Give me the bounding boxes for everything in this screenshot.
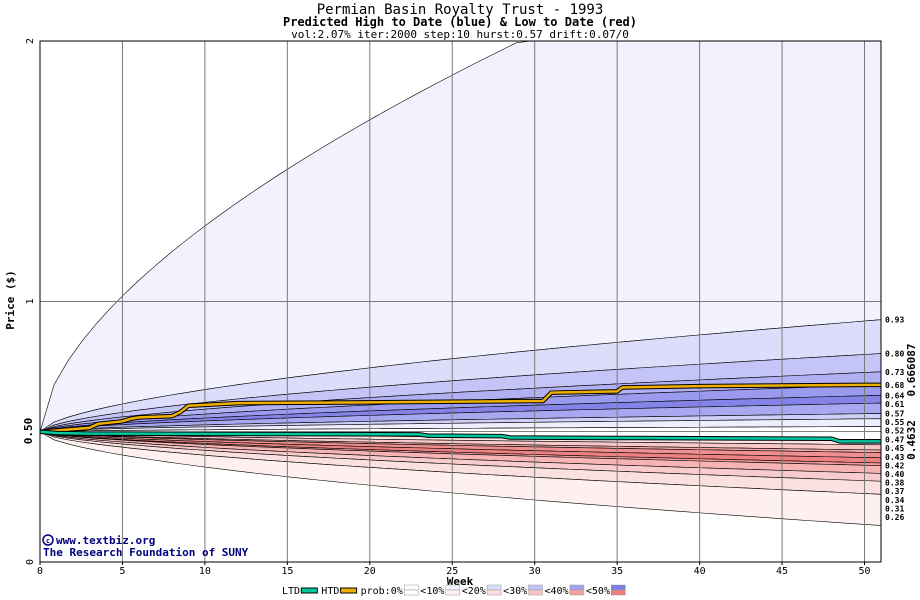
right-value-label: 0.38 [885, 479, 904, 488]
right-value-label: 0.93 [885, 316, 904, 325]
legend-swatch [445, 584, 460, 591]
copyright-icon-c: c [46, 537, 50, 545]
right-value-label: 0.40 [885, 470, 904, 479]
y-tick-label: 1 [25, 298, 36, 304]
legend-label: <50% [586, 586, 610, 597]
x-tick-label: 45 [776, 566, 788, 577]
right-value-label: 0.42 [885, 461, 904, 470]
ltd-current-label: 0.4632 [905, 420, 918, 460]
right-value-label: 0.64 [885, 391, 904, 400]
legend-swatch [445, 589, 460, 596]
x-axis-ticks: 0 5 10 15 20 25 30 35 40 45 50 [37, 562, 871, 577]
start-price-label: 0.50 [22, 418, 35, 445]
right-value-label: 0.61 [885, 400, 904, 409]
right-value-label: 0.52 [885, 427, 904, 436]
chart-title: Permian Basin Royalty Trust - 1993 [317, 2, 604, 18]
right-value-label: 0.34 [885, 496, 904, 505]
legend-label: HTD [321, 586, 339, 597]
htd-current-label: 0.666087 [905, 344, 918, 397]
legend: LTD HTD prob:0% <10% <20% <30% <40% <50% [282, 584, 626, 597]
x-tick-label: 10 [199, 566, 211, 577]
legend-swatch [611, 584, 626, 591]
chart-subtitle: Predicted High to Date (blue) & Low to D… [283, 15, 637, 29]
x-tick-label: 35 [611, 566, 623, 577]
legend-swatch [528, 589, 543, 596]
right-value-label: 0.47 [885, 436, 904, 445]
right-value-labels: 0.93 0.80 0.73 0.680.640.610.570.550.520.47… [885, 316, 904, 522]
htd-line [39, 383, 881, 433]
x-tick-label: 30 [529, 566, 541, 577]
grid-lines [40, 41, 881, 562]
right-value-label: 0.80 [885, 350, 904, 359]
credit-org: The Research Foundation of SUNY [43, 546, 249, 559]
right-value-label: 0.73 [885, 368, 904, 377]
x-tick-label: 25 [446, 566, 458, 577]
ltd-line [39, 430, 881, 443]
chart-params: vol:2.07% iter:2000 step:10 hurst:0.57 d… [291, 28, 629, 41]
legend-swatch [528, 584, 543, 591]
x-tick-label: 0 [37, 566, 43, 577]
plot-frame [39, 40, 882, 563]
series-lines [39, 382, 881, 444]
x-tick-label: 40 [694, 566, 706, 577]
credits: c www.textbiz.org The Research Foundatio… [42, 534, 249, 559]
right-value-label: 0.45 [885, 444, 904, 453]
right-value-label: 0.55 [885, 418, 904, 427]
legend-label: <30% [503, 586, 527, 597]
legend-swatch [486, 584, 502, 591]
legend-label: <10% [420, 586, 444, 597]
y-axis-ticks: 0 1 2 [25, 38, 36, 565]
y-tick-label: 0 [25, 559, 36, 565]
y-axis-label: Price ($) [4, 270, 17, 330]
x-tick-label: 50 [858, 566, 870, 577]
legend-swatch [404, 584, 419, 591]
legend-swatch [486, 589, 502, 596]
legend-label: <20% [462, 586, 486, 597]
legend-swatch [569, 589, 585, 596]
x-tick-label: 20 [364, 566, 376, 577]
legend-swatch [300, 587, 318, 594]
legend-swatch [569, 584, 585, 591]
legend-swatch [404, 589, 419, 596]
legend-swatch [611, 589, 626, 596]
copyright-icon [42, 534, 54, 546]
legend-label: <40% [545, 586, 569, 597]
probability-bands [39, 40, 882, 526]
x-tick-label: 5 [119, 566, 125, 577]
right-value-label: 0.26 [885, 513, 904, 522]
legend-label: LTD [282, 586, 300, 597]
credit-site: www.textbiz.org [56, 534, 155, 547]
right-value-label: 0.43 [885, 453, 904, 462]
x-tick-label: 15 [281, 566, 293, 577]
right-value-label: 0.31 [885, 504, 904, 513]
legend-swatch [340, 587, 358, 594]
right-value-label: 0.57 [885, 410, 904, 419]
y-tick-label: 2 [25, 38, 36, 44]
legend-label: prob:0% [361, 586, 403, 597]
right-value-label: 0.68 [885, 381, 904, 390]
right-value-label: 0.37 [885, 487, 904, 496]
